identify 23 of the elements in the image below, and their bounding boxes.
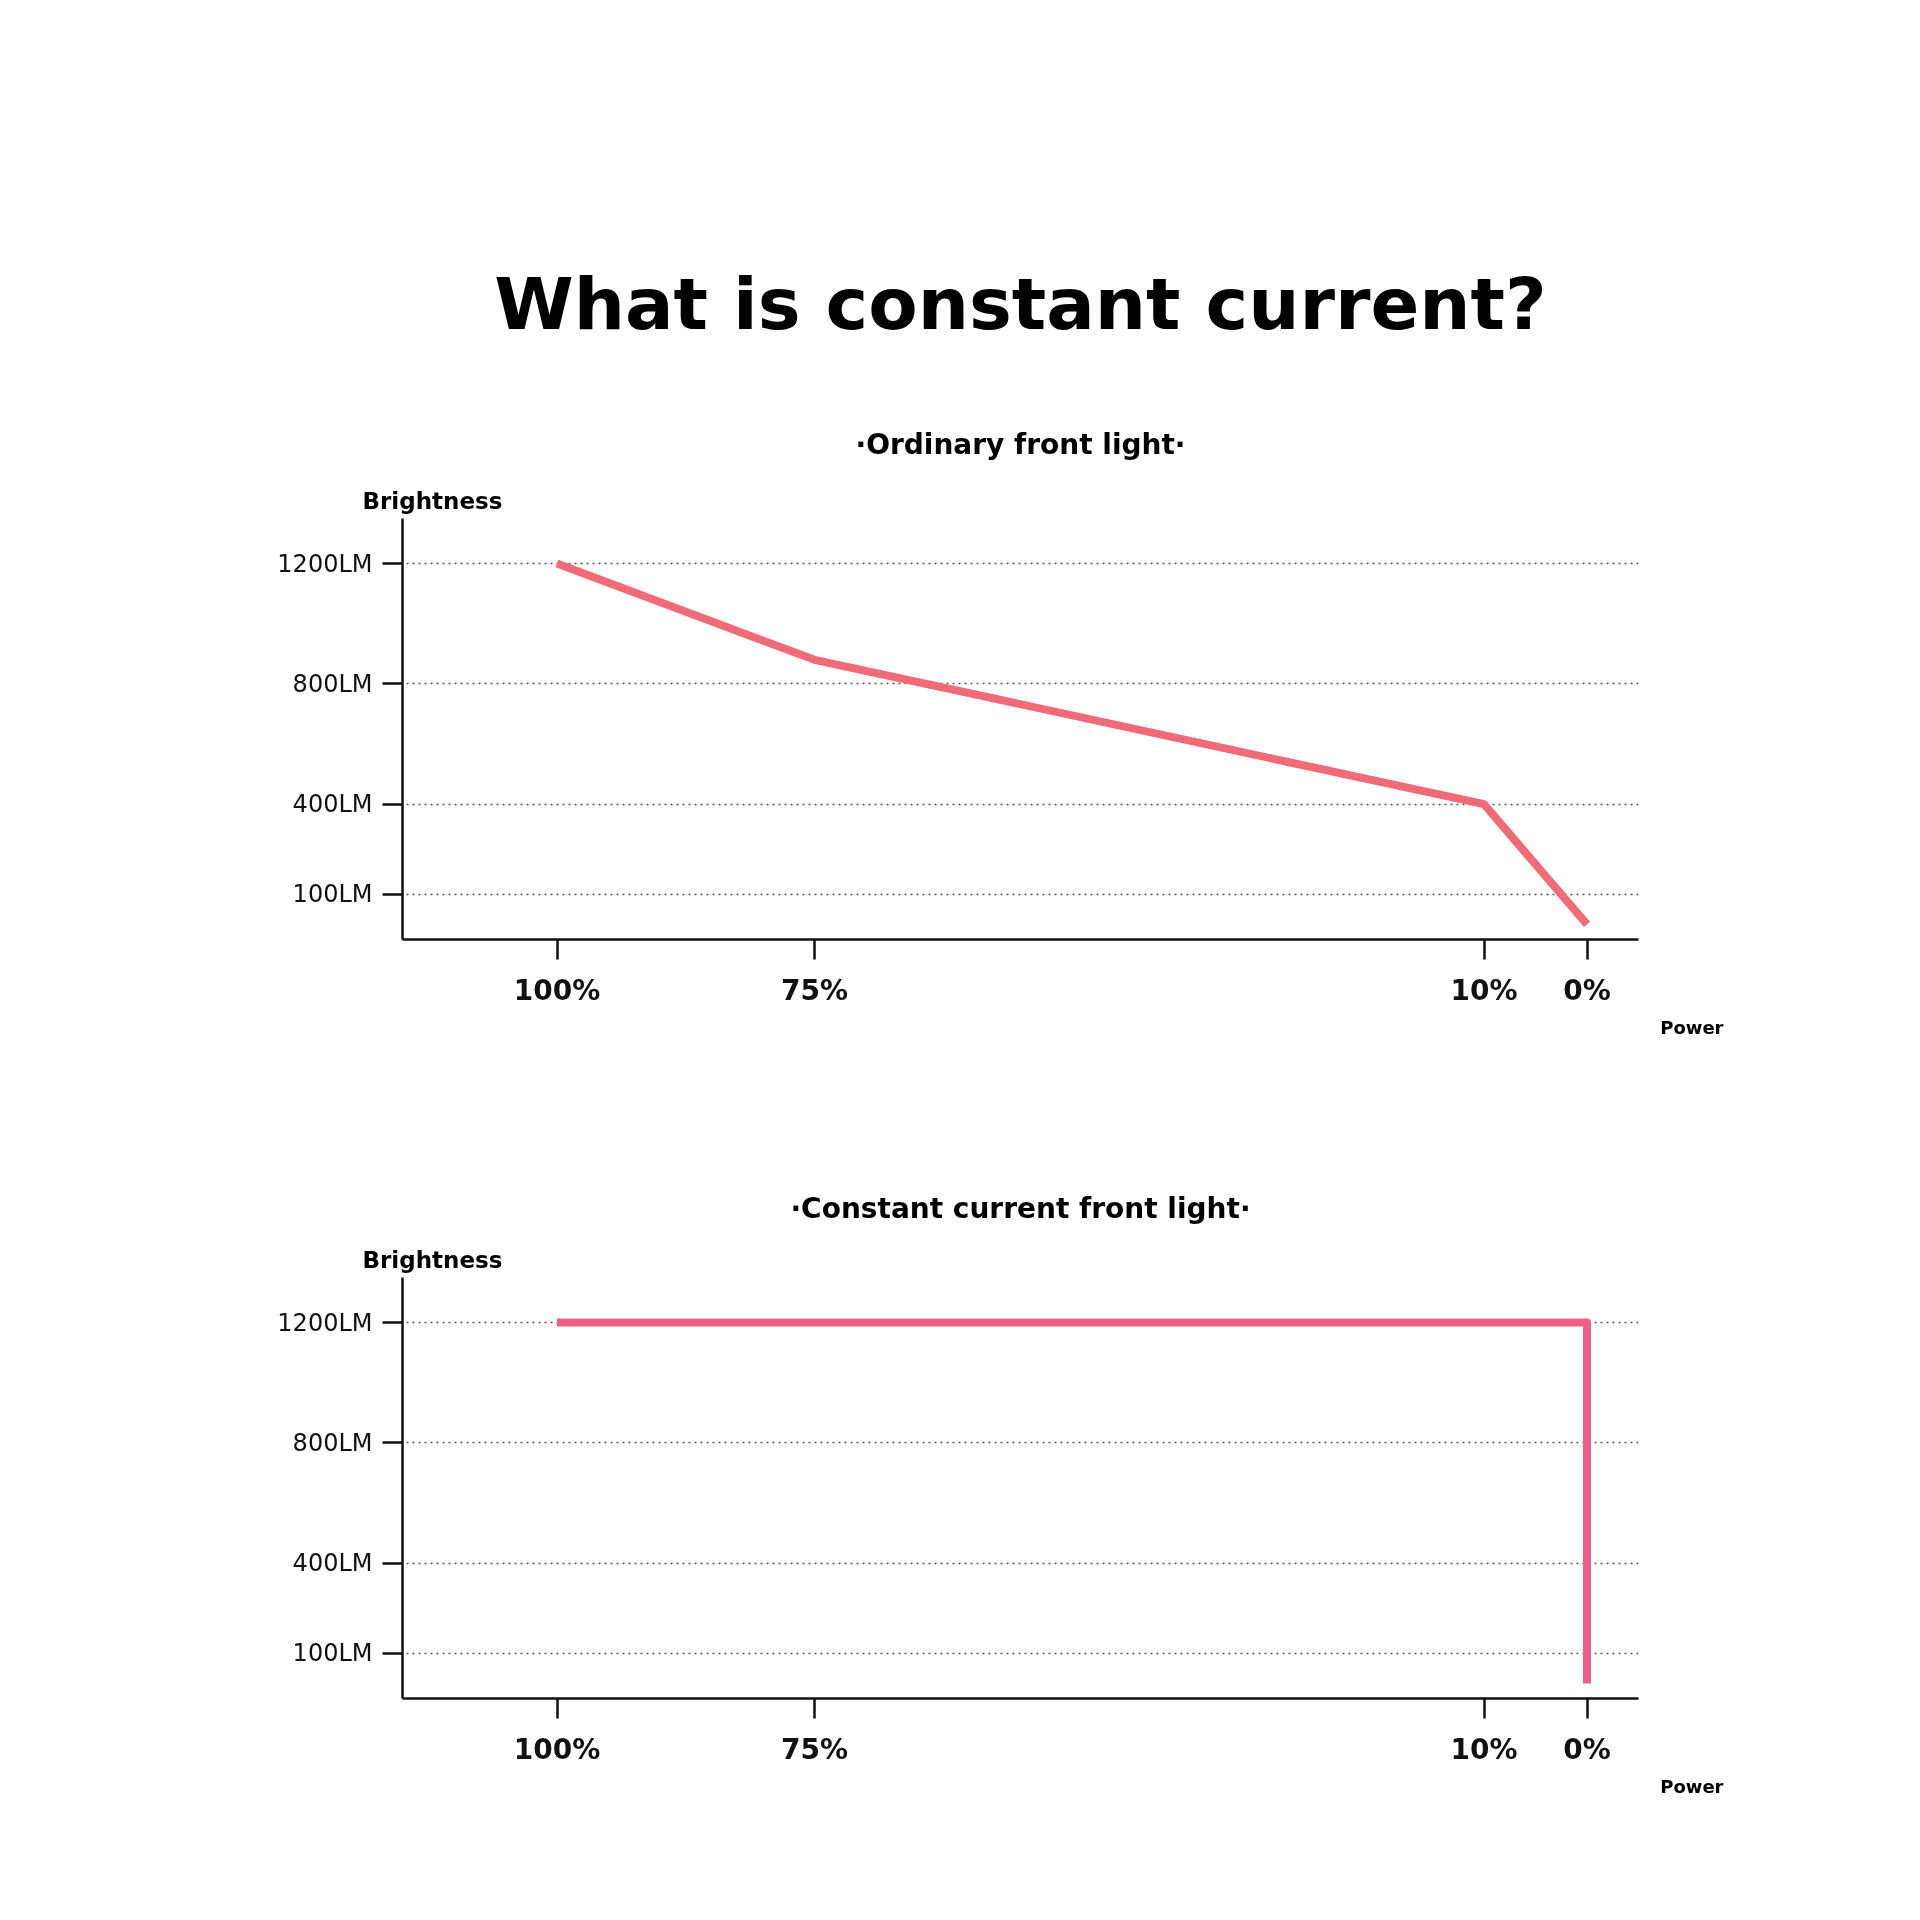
x-tick-label: 100% bbox=[513, 973, 601, 1007]
y-tick-label: 1200LM bbox=[277, 549, 373, 578]
y-tick-label: 1200LM bbox=[277, 1308, 373, 1337]
x-axis-title: Power bbox=[1660, 1775, 1724, 1797]
y-tick-label: 800LM bbox=[292, 1428, 373, 1457]
y-tick-label: 100LM bbox=[292, 1639, 373, 1668]
chart-title: ·Constant current front light· bbox=[790, 1191, 1251, 1225]
x-tick-label: 10% bbox=[1450, 973, 1518, 1007]
y-tick-label: 100LM bbox=[292, 880, 373, 909]
y-tick-label: 800LM bbox=[292, 669, 373, 698]
y-tick-label: 400LM bbox=[292, 1549, 373, 1578]
y-axis-title: Brightness bbox=[362, 487, 503, 514]
chart-subtitle: ·Ordinary front light· bbox=[855, 427, 1186, 461]
x-tick-label: 75% bbox=[780, 1732, 849, 1766]
y-tick-label: 400LM bbox=[292, 790, 373, 819]
y-axis-title: Brightness bbox=[362, 1246, 503, 1273]
x-tick-label: 75% bbox=[780, 973, 849, 1007]
x-tick-label: 0% bbox=[1563, 973, 1611, 1007]
chart-title: What is constant current? bbox=[494, 261, 1547, 346]
x-tick-label: 100% bbox=[513, 1732, 601, 1766]
x-tick-label: 10% bbox=[1450, 1732, 1518, 1766]
x-tick-label: 0% bbox=[1563, 1732, 1611, 1766]
x-axis-title: Power bbox=[1660, 1016, 1724, 1038]
